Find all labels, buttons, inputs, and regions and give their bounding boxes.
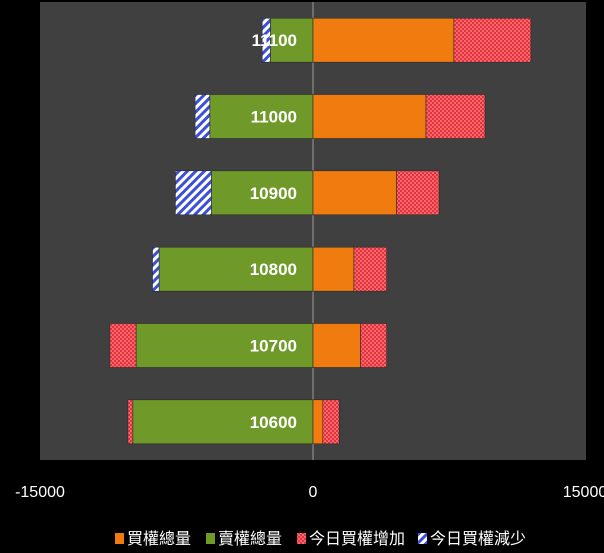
category-label: 10800 xyxy=(250,260,297,279)
bar-今日買權增加-10800 xyxy=(353,246,387,292)
legend: 買權總量 賣權總量 今日買權增加 今日買權減少 xyxy=(115,529,526,548)
category-label: 10600 xyxy=(250,413,297,432)
category-labels-layer: 10600 10700 10800 10900 11000 11100 xyxy=(250,31,297,432)
bar-今日買權增加-10900 xyxy=(396,170,440,216)
bar-賣權總量-10700 xyxy=(135,323,314,368)
bar-買權總量-10700 xyxy=(312,323,361,368)
bar-今日買權增加-11100 xyxy=(453,17,532,63)
bar-買權總量-10900 xyxy=(312,170,397,216)
legend-label: 買權總量 xyxy=(127,529,191,548)
bar-賣權總量-11000 xyxy=(209,94,314,139)
bar-今日買權減少-10900 xyxy=(175,170,212,216)
bar-今日買權增加-left-10600 xyxy=(127,399,134,445)
bar-賣權總量-10900 xyxy=(211,170,314,216)
legend-swatch xyxy=(297,533,306,544)
bar-賣權總量-10800 xyxy=(158,246,314,292)
bar-今日買權減少-11000 xyxy=(194,94,211,139)
bar-今日買權增加-10700 xyxy=(360,323,388,368)
bar-買權總量-10800 xyxy=(312,246,355,292)
legend-label: 今日買權減少 xyxy=(430,529,526,548)
x-tick-label: -15000 xyxy=(15,484,65,501)
x-tick-label: 0 xyxy=(309,484,318,501)
x-tick-labels-layer: -15000 0 15000 xyxy=(15,484,604,501)
bar-今日買權增加-left-10700 xyxy=(109,323,137,368)
legend-swatch xyxy=(206,533,215,544)
category-label: 11100 xyxy=(252,31,297,50)
legend-label: 今日買權增加 xyxy=(309,529,405,548)
bar-今日買權減少-10800 xyxy=(152,246,160,292)
category-label: 10900 xyxy=(250,184,297,203)
bar-今日買權增加-11000 xyxy=(425,94,486,139)
category-label: 10700 xyxy=(250,337,297,356)
bar-今日買權增加-10600 xyxy=(322,399,340,445)
legend-swatch xyxy=(115,533,124,544)
category-label: 11000 xyxy=(251,108,297,127)
legend-swatch xyxy=(418,533,427,544)
bar-賣權總量-10600 xyxy=(132,399,314,445)
bar-買權總量-10600 xyxy=(312,399,324,445)
legend-label: 賣權總量 xyxy=(218,529,282,548)
x-tick-label: 15000 xyxy=(563,484,604,501)
bar-買權總量-11000 xyxy=(312,94,427,139)
bar-買權總量-11100 xyxy=(312,17,455,63)
bars-layer xyxy=(109,17,532,445)
bar-今日買權減少-11100 xyxy=(261,17,271,63)
